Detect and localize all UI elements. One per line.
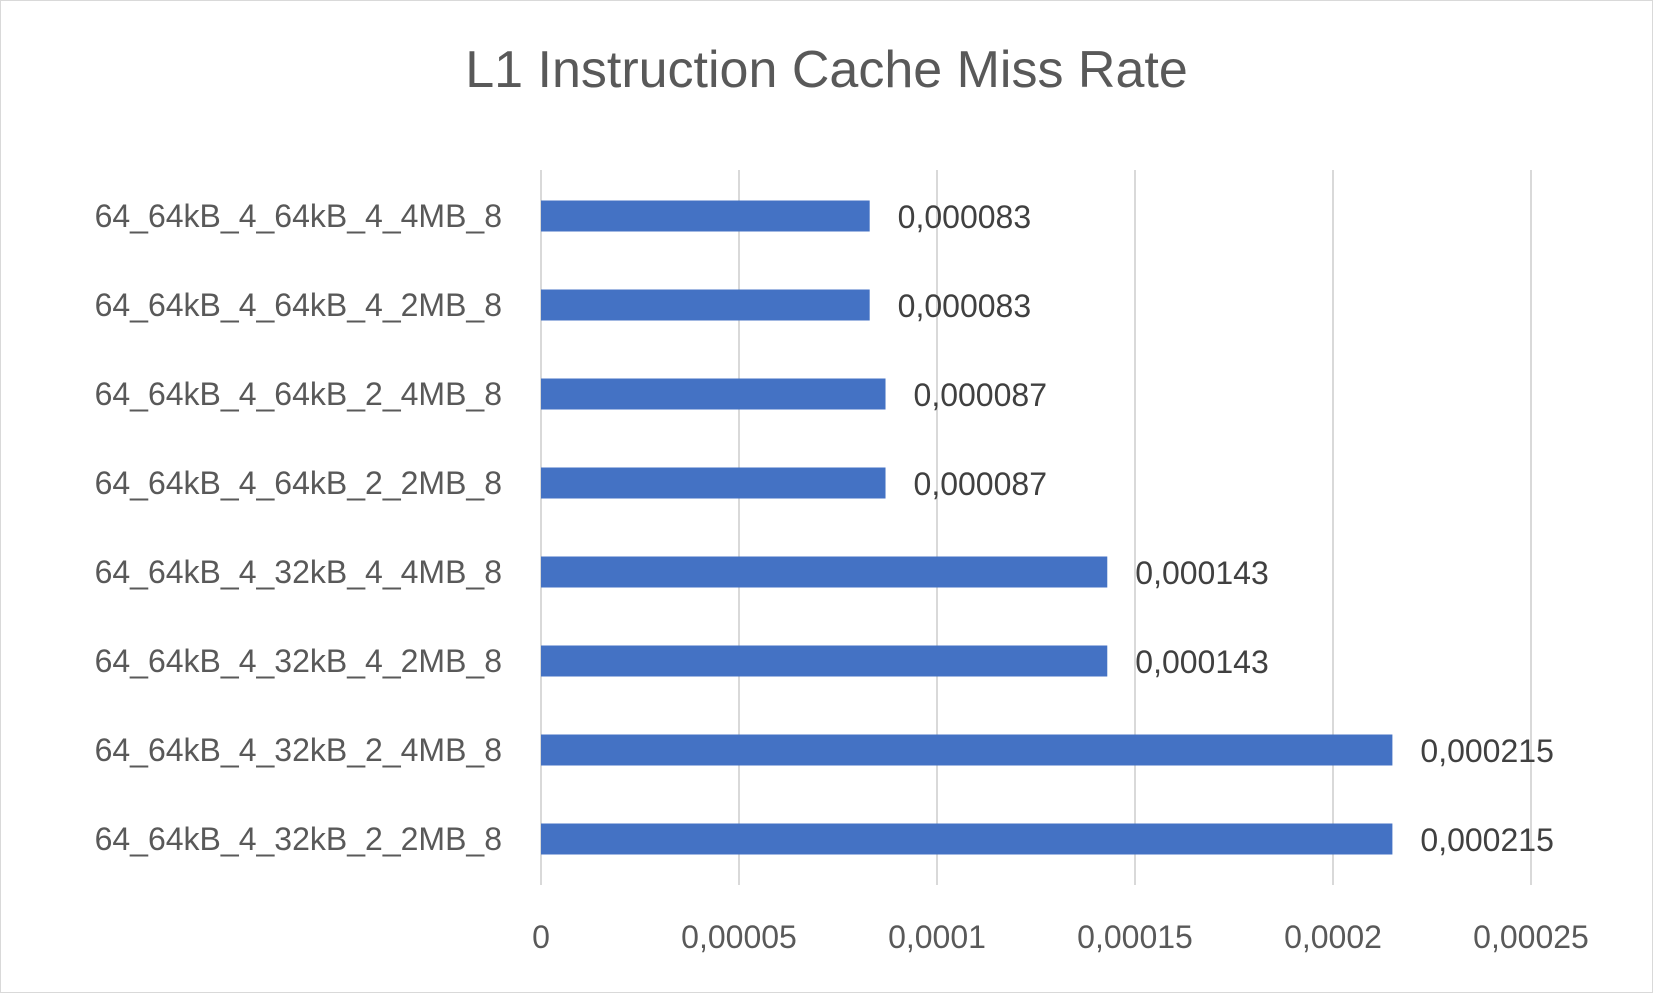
data-label: 0,000083	[898, 288, 1031, 324]
category-label: 64_64kB_4_64kB_2_2MB_8	[95, 465, 502, 501]
gridlines	[540, 170, 1532, 885]
bar	[541, 734, 1393, 766]
bar	[541, 645, 1108, 677]
bars	[541, 200, 1393, 855]
category-label: 64_64kB_4_64kB_4_4MB_8	[95, 198, 502, 234]
bar	[541, 378, 886, 410]
category-label: 64_64kB_4_32kB_4_4MB_8	[95, 554, 502, 590]
category-label: 64_64kB_4_64kB_4_2MB_8	[95, 287, 502, 323]
bar	[541, 556, 1108, 588]
data-labels: 0,000083 0,000083 0,000087 0,000087 0,000143…	[898, 199, 1554, 858]
category-label: 64_64kB_4_32kB_4_2MB_8	[95, 643, 502, 679]
data-label: 0,000143	[1135, 644, 1268, 680]
data-label: 0,000143	[1135, 555, 1268, 591]
bar	[541, 823, 1393, 855]
data-label: 0,000087	[914, 466, 1047, 502]
category-label: 64_64kB_4_32kB_2_4MB_8	[95, 732, 502, 768]
x-tick-label: 0,0001	[888, 919, 986, 955]
chart-title: L1 Instruction Cache Miss Rate	[465, 41, 1188, 99]
x-tick-label: 0,00025	[1473, 919, 1589, 955]
data-label: 0,000087	[914, 377, 1047, 413]
category-labels: 64_64kB_4_64kB_4_4MB_8 64_64kB_4_64kB_4_2…	[95, 198, 502, 857]
x-tick-label: 0	[532, 919, 550, 955]
bar	[541, 200, 870, 232]
category-label: 64_64kB_4_64kB_2_4MB_8	[95, 376, 502, 412]
x-tick-label: 0,0002	[1284, 919, 1382, 955]
bar	[541, 467, 886, 499]
category-label: 64_64kB_4_32kB_2_2MB_8	[95, 821, 502, 857]
data-label: 0,000215	[1420, 733, 1553, 769]
x-tick-label: 0,00005	[681, 919, 797, 955]
data-label: 0,000215	[1420, 822, 1553, 858]
x-axis-tick-labels: 0 0,00005 0,0001 0,00015 0,0002 0,00025	[532, 919, 1589, 955]
bar	[541, 289, 870, 321]
data-label: 0,000083	[898, 199, 1031, 235]
x-tick-label: 0,00015	[1077, 919, 1193, 955]
